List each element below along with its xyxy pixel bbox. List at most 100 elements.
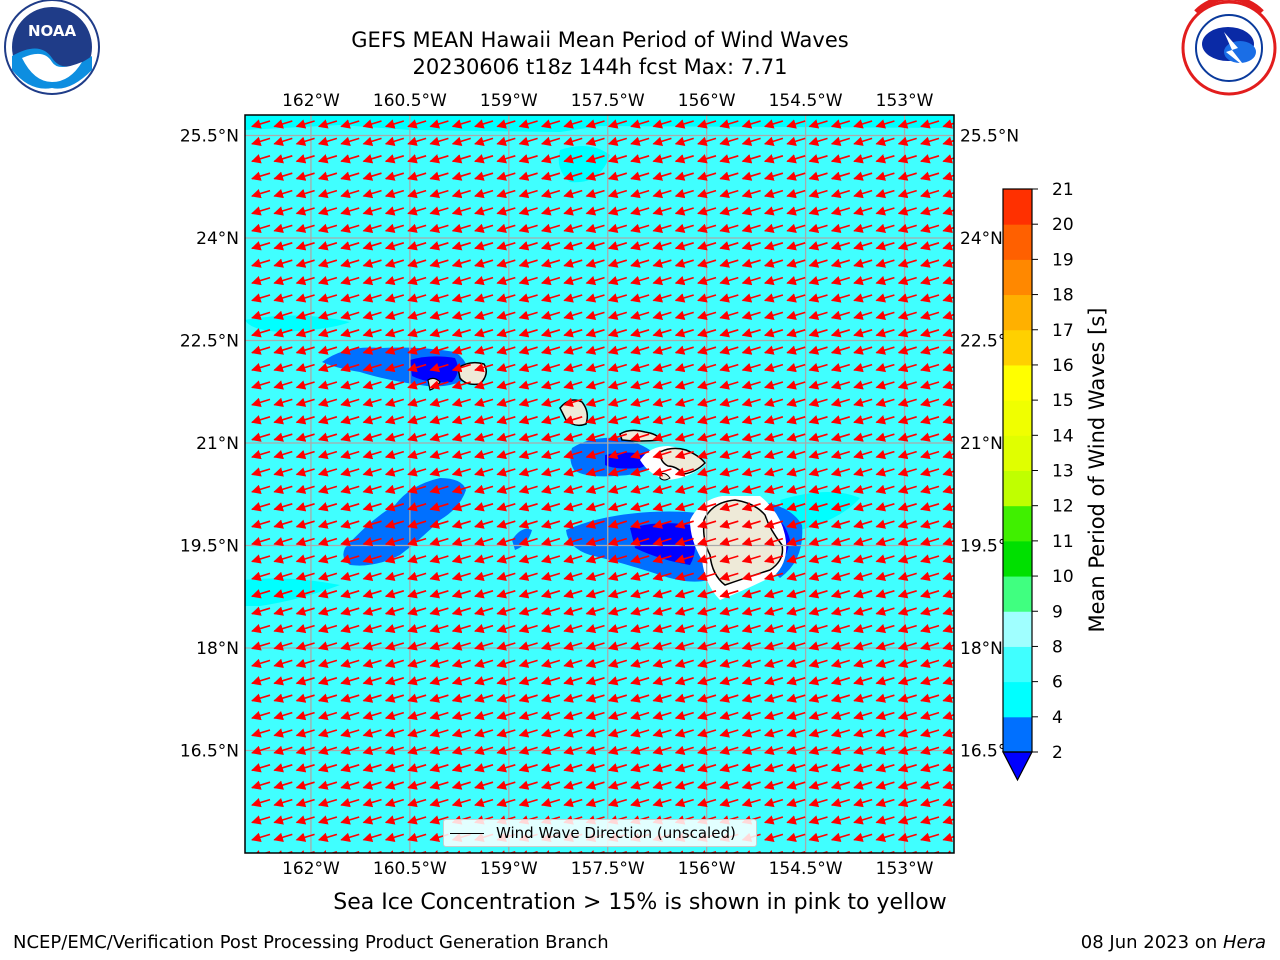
wind-arrow (317, 432, 338, 442)
wind-arrow (429, 467, 449, 477)
wind-arrow (563, 293, 583, 303)
wind-arrow (719, 223, 739, 233)
wind-arrow (942, 258, 954, 268)
wind-arrow (607, 449, 628, 460)
wind-arrow (763, 171, 784, 181)
wind-arrow (697, 449, 717, 460)
wind-arrow (897, 415, 917, 425)
wind-arrow (407, 589, 427, 599)
wind-arrow (407, 397, 427, 407)
map-content (245, 115, 954, 853)
wind-arrow (830, 606, 851, 616)
wind-arrow (830, 206, 851, 216)
wind-arrow (652, 293, 672, 303)
wind-arrow (652, 502, 672, 512)
wind-arrow (585, 397, 605, 407)
wind-arrow (808, 484, 828, 494)
wind-arrow (273, 589, 293, 599)
wind-arrow (362, 258, 382, 268)
wind-arrow (763, 328, 784, 338)
colorbar-tick-label: 8 (1052, 637, 1063, 657)
wind-arrow (340, 467, 360, 477)
wind-arrow (897, 571, 917, 581)
wind-arrow (384, 136, 405, 146)
wind-arrow (697, 171, 717, 181)
wind-arrow (652, 415, 672, 425)
wind-arrow (518, 258, 538, 268)
wind-arrow (942, 206, 954, 216)
wind-arrow (474, 206, 494, 216)
wind-arrow (429, 519, 449, 529)
wind-arrow (384, 571, 405, 581)
wind-arrow (340, 536, 360, 547)
wind-arrow (273, 275, 293, 286)
wind-arrow (317, 362, 338, 373)
wind-arrow (540, 554, 561, 564)
wind-arrow (340, 188, 360, 199)
wind-arrow (830, 136, 851, 146)
wind-arrow (719, 241, 739, 251)
wind-arrow (808, 415, 828, 425)
wind-arrow (429, 275, 449, 286)
wind-arrow (786, 345, 806, 355)
wind-arrow (362, 449, 382, 460)
wind-arrow (607, 136, 628, 146)
wind-arrow (518, 241, 538, 251)
lon-tick-label-bottom: 160.5°W (373, 859, 447, 879)
wind-arrow (362, 589, 382, 599)
wind-arrow (317, 293, 338, 303)
wind-arrow (607, 362, 628, 373)
noaa-logo: NOAA (4, 0, 100, 95)
wind-arrow (786, 502, 806, 512)
wind-arrow (295, 536, 315, 547)
wind-arrow (251, 206, 271, 216)
wind-arrow (451, 467, 471, 477)
cyan-region-north (245, 115, 954, 132)
wind-arrow (518, 571, 538, 581)
wind-arrow (451, 171, 471, 181)
wind-arrow (362, 606, 382, 616)
wind-arrow (741, 188, 761, 199)
wind-arrow (630, 536, 650, 547)
wind-arrow (563, 606, 583, 616)
wind-arrow (429, 380, 449, 390)
wind-arrow (920, 571, 940, 581)
wind-arrow (786, 119, 806, 129)
wind-arrow (585, 241, 605, 251)
wind-arrow (451, 397, 471, 407)
wind-arrow (942, 589, 954, 599)
wind-arrow (830, 554, 851, 564)
wind-arrow (563, 119, 583, 129)
wind-arrow (429, 432, 449, 442)
wind-arrow (474, 536, 494, 547)
wind-arrow (808, 154, 828, 164)
wind-arrow (853, 519, 873, 529)
wind-arrow (920, 293, 940, 303)
wind-arrow (273, 519, 293, 529)
wind-arrow (451, 275, 471, 286)
wind-arrow (585, 362, 605, 373)
wind-arrow (474, 119, 494, 129)
wind-arrow (942, 449, 954, 460)
wind-arrow (563, 206, 583, 216)
wind-arrow (897, 188, 917, 199)
wind-arrow (496, 328, 516, 338)
wind-arrow (362, 397, 382, 407)
wind-arrow (251, 571, 271, 581)
wind-arrow (295, 519, 315, 529)
wind-arrow (362, 223, 382, 233)
wind-arrow (853, 171, 873, 181)
wind-arrow (607, 432, 628, 442)
wind-arrow (407, 119, 427, 129)
wind-arrow (719, 571, 739, 581)
wind-arrow (875, 136, 895, 146)
wind-arrow (875, 484, 895, 494)
wind-arrow (808, 432, 828, 442)
wind-arrow (251, 432, 271, 442)
wind-arrow (317, 536, 338, 547)
wind-arrow (897, 345, 917, 355)
wind-arrow (540, 136, 561, 146)
wind-arrow (830, 223, 851, 233)
wind-arrow (786, 380, 806, 390)
wind-arrow (407, 502, 427, 512)
